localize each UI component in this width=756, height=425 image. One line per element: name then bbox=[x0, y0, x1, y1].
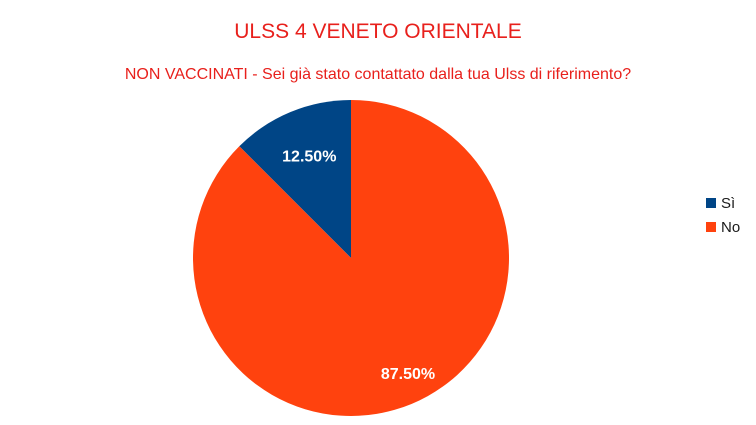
data-label-no: 87.50% bbox=[381, 366, 435, 383]
legend-swatch-no bbox=[706, 222, 716, 232]
chart-legend: Sì No bbox=[706, 191, 740, 239]
data-label-si: 12.50% bbox=[282, 149, 336, 166]
chart-title: ULSS 4 VENETO ORIENTALE bbox=[234, 20, 522, 43]
chart-subtitle: NON VACCINATI - Sei già stato contattato… bbox=[124, 66, 632, 83]
pie-slice-no bbox=[193, 100, 510, 416]
pie-slice-si bbox=[239, 100, 351, 258]
legend-item-si: Sì bbox=[706, 191, 740, 215]
legend-label-si: Sì bbox=[721, 194, 736, 212]
legend-item-no: No bbox=[706, 215, 740, 239]
legend-swatch-si bbox=[706, 198, 716, 208]
legend-label-no: No bbox=[721, 218, 741, 236]
